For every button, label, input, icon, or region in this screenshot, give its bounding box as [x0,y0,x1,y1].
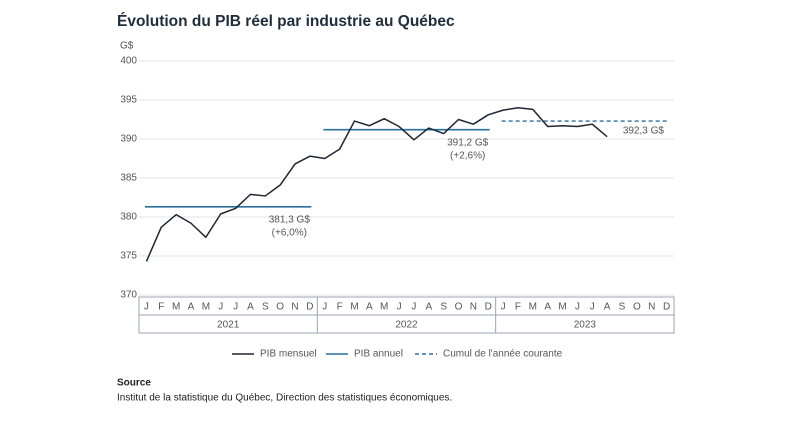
x-tick-label: D [306,302,313,313]
x-tick-label: J [501,302,506,313]
x-tick-label: F [158,302,164,313]
x-tick-label: F [515,302,521,313]
year-label: 2023 [574,320,597,331]
year-label: 2021 [217,320,240,331]
x-tick-label: N [291,302,298,313]
x-tick-label: A [425,302,432,313]
annual-label: 381,3 G$ [269,215,311,226]
x-tick-label: O [455,302,463,313]
x-tick-label: M [172,302,180,313]
x-tick-label: M [558,302,566,313]
x-tick-label: J [233,302,238,313]
annual-note: (+6,0%) [272,228,307,239]
y-tick-label: 395 [120,95,137,106]
x-tick-label: D [485,302,492,313]
x-tick-label: M [350,302,358,313]
y-tick-label: 400 [120,56,137,67]
year-label: 2022 [395,320,418,331]
x-tick-label: J [590,302,595,313]
y-unit: G$ [120,41,134,52]
x-tick-label: A [188,302,195,313]
x-tick-label: N [470,302,477,313]
x-tick-label: A [247,302,254,313]
legend-label: PIB annuel [354,349,403,360]
y-tick-label: 385 [120,173,137,184]
x-tick-label: N [648,302,655,313]
x-tick-label: S [440,302,447,313]
x-tick-label: J [575,302,580,313]
legend-label: Cumul de l'année courante [443,349,563,360]
x-tick-label: J [411,302,416,313]
series-line [145,107,608,262]
source-text: Institut de la statistique du Québec, Di… [117,393,452,404]
annual-label: 391,2 G$ [447,137,489,148]
source-title: Source [117,378,151,389]
x-tick-label: A [544,302,551,313]
x-tick-label: M [529,302,537,313]
y-tick-label: 390 [120,134,137,145]
x-tick-label: O [276,302,284,313]
x-tick-label: M [380,302,388,313]
y-tick-label: 380 [120,212,137,223]
x-tick-label: J [144,302,149,313]
x-tick-label: D [663,302,670,313]
x-tick-label: J [322,302,327,313]
annual-note: (+2,6%) [450,150,485,161]
ytd-label: 392,3 G$ [623,126,665,137]
x-tick-label: F [337,302,343,313]
x-tick-label: S [262,302,269,313]
chart-title: Évolution du PIB réel par industrie au Q… [117,13,455,30]
x-tick-label: M [202,302,210,313]
x-tick-label: J [218,302,223,313]
x-tick-label: O [633,302,641,313]
x-tick-label: A [604,302,611,313]
legend-label: PIB mensuel [260,349,317,360]
x-tick-label: A [366,302,373,313]
x-tick-label: J [397,302,402,313]
y-tick-label: 370 [120,290,137,301]
y-tick-label: 375 [120,251,137,262]
x-tick-label: S [619,302,626,313]
